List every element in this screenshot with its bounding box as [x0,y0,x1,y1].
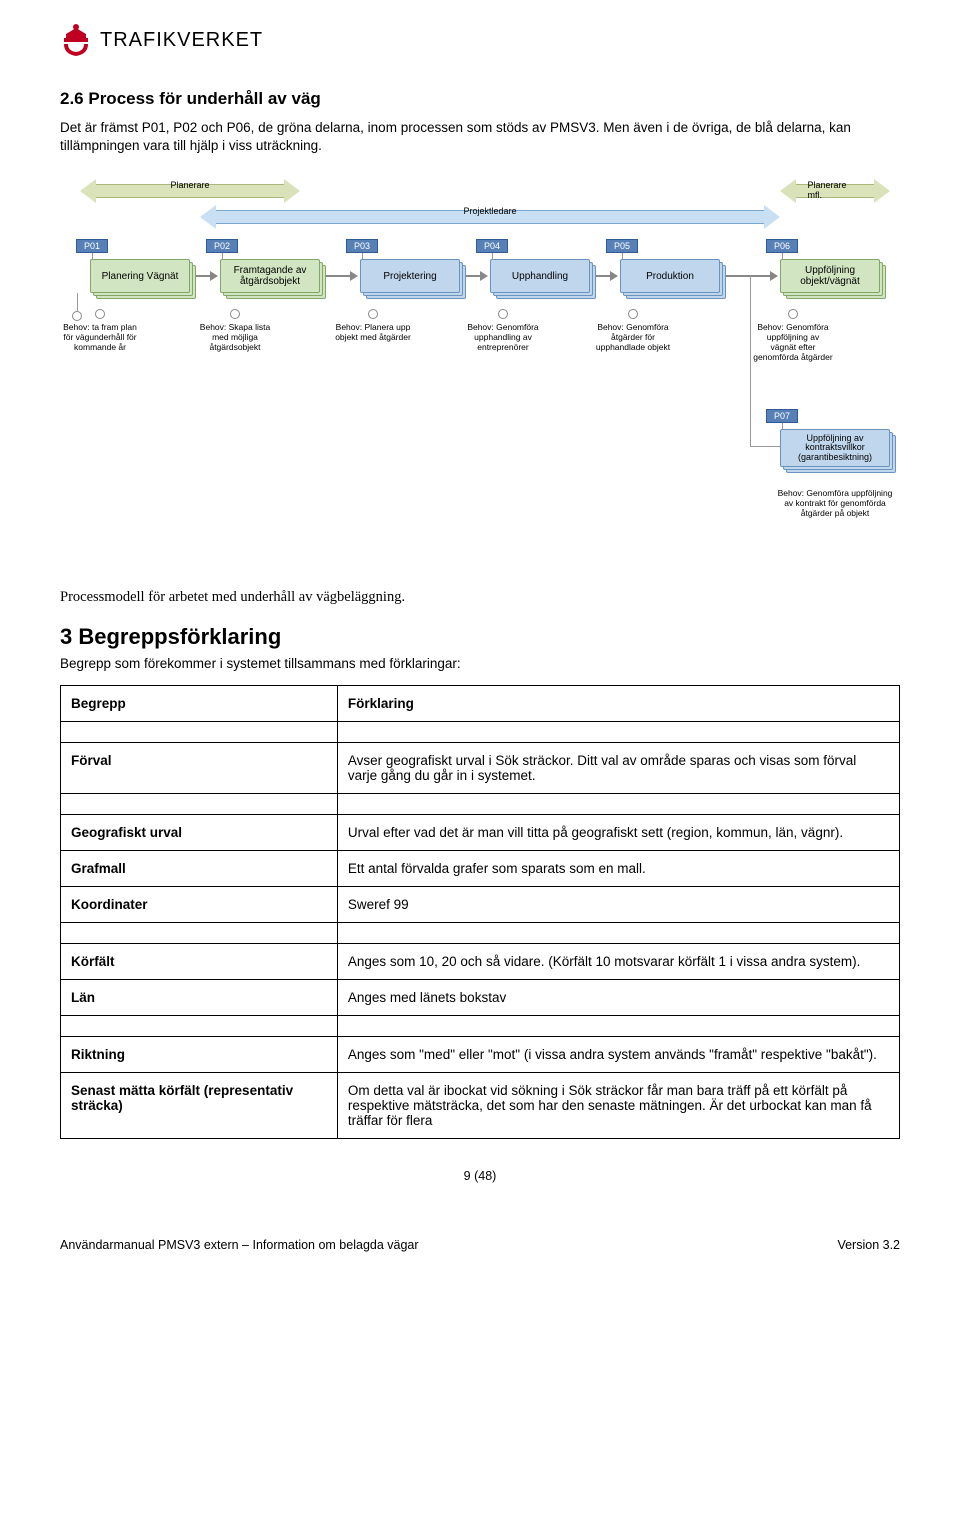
phase-box: Upphandling [490,259,590,293]
process-diagram: Planerare Planerare mfl. Projektledare P01 P… [60,179,900,579]
role-arrow-label: Projektledare [463,206,516,216]
definition-cell: Sweref 99 [337,887,899,923]
table-row: LänAnges med länets bokstav [61,980,900,1016]
table-row: GrafmallEtt antal förvalda grafer som sp… [61,851,900,887]
table-row: Geografiskt urvalUrval efter vad det är … [61,815,900,851]
section-3-heading: 3 Begreppsförklaring [60,624,900,650]
definition-cell: Avser geografiskt urval i Sök sträckor. … [337,743,899,794]
flow-arrow-icon [326,275,350,277]
term-cell: Län [61,980,338,1016]
need-note: Behov: Skapa lista med möjliga åtgärdsob… [195,323,275,352]
definition-cell: Urval efter vad det är man vill titta på… [337,815,899,851]
phase-box: Projektering [360,259,460,293]
page-number: 9 (48) [60,1169,900,1183]
need-note: Behov: Genomföra uppföljning av vägnät e… [753,323,833,362]
definition-cell: Om detta val är ibockat vid sökning i Sö… [337,1073,899,1139]
crown-icon [60,20,92,61]
section-2-6-body: Det är främst P01, P02 och P06, de gröna… [60,119,900,155]
table-row: FörvalAvser geografiskt urval i Sök strä… [61,743,900,794]
table-row: KörfältAnges som 10, 20 och så vidare. (… [61,944,900,980]
role-arrow: Planerare [80,179,300,203]
need-note: Behov: ta fram plan för vägunderhåll för… [60,323,140,352]
role-arrow-label: Planerare mfl. [808,180,863,200]
need-note: Behov: Genomföra uppföljning av kontrakt… [775,489,895,518]
definition-cell: Ett antal förvalda grafer som sparats so… [337,851,899,887]
role-arrow: Projektledare [200,205,780,229]
phase-box: Uppföljning objekt/vägnät [780,259,880,293]
page-footer: Användarmanual PMSV3 extern – Informatio… [60,1238,900,1252]
term-cell: Körfält [61,944,338,980]
flow-arrow-icon [726,275,770,277]
phase-tag: P02 [206,239,238,253]
table-row: Senast mätta körfält (representativ strä… [61,1073,900,1139]
phase-tag: P04 [476,239,508,253]
need-note: Behov: Genomföra upphandling av entrepre… [463,323,543,352]
process-caption: Processmodell för arbetet med underhåll … [60,589,900,606]
definition-cell: Anges som 10, 20 och så vidare. (Körfält… [337,944,899,980]
terms-table: Begrepp Förklaring FörvalAvser geografis… [60,685,900,1139]
phase-tag: P01 [76,239,108,253]
term-cell: Riktning [61,1037,338,1073]
definition-cell: Anges som "med" eller "mot" (i vissa and… [337,1037,899,1073]
phase-box: Produktion [620,259,720,293]
role-arrow-label: Planerare [170,180,209,190]
need-note: Behov: Genomföra åtgärder för upphandlad… [593,323,673,352]
term-cell: Koordinater [61,887,338,923]
flow-arrow-icon [196,275,210,277]
definition-cell: Anges med länets bokstav [337,980,899,1016]
phase-box: Planering Vägnät [90,259,190,293]
footer-left: Användarmanual PMSV3 extern – Informatio… [60,1238,419,1252]
footer-right: Version 3.2 [837,1238,900,1252]
flow-arrow-icon [596,275,610,277]
role-arrow: Planerare mfl. [780,179,890,203]
phase-box: Uppföljning av kontraktsvillkor (garanti… [780,429,890,467]
term-cell: Senast mätta körfält (representativ strä… [61,1073,338,1139]
terms-col-forklaring: Förklaring [337,686,899,722]
term-cell: Förval [61,743,338,794]
flow-arrow-icon [466,275,480,277]
table-row: RiktningAnges som "med" eller "mot" (i v… [61,1037,900,1073]
table-row: KoordinaterSweref 99 [61,887,900,923]
term-cell: Grafmall [61,851,338,887]
phase-tag: P07 [766,409,798,423]
phase-tag: P05 [606,239,638,253]
phase-tag: P03 [346,239,378,253]
section-3-intro: Begrepp som förekommer i systemet tillsa… [60,656,900,671]
terms-col-begrepp: Begrepp [61,686,338,722]
term-cell: Geografiskt urval [61,815,338,851]
need-note: Behov: Planera upp objekt med åtgärder [333,323,413,343]
brand-header: TRAFIKVERKET [60,20,900,61]
section-2-6-heading: 2.6 Process för underhåll av väg [60,89,900,109]
phase-tag: P06 [766,239,798,253]
brand-name: TRAFIKVERKET [100,29,263,52]
phase-box: Framtagande av åtgärdsobjekt [220,259,320,293]
